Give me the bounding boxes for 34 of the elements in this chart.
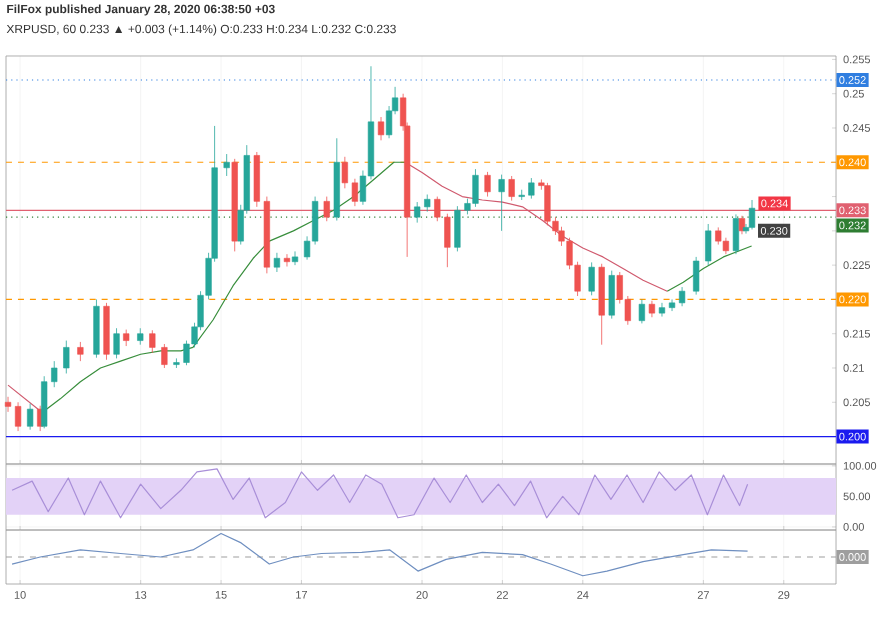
candlestick bbox=[484, 171, 491, 197]
candlestick bbox=[668, 299, 676, 312]
candlestick bbox=[223, 153, 230, 177]
candlestick bbox=[658, 302, 666, 317]
candlestick bbox=[598, 263, 605, 346]
candlestick bbox=[377, 116, 385, 141]
line-series bbox=[11, 468, 749, 519]
candlestick bbox=[291, 251, 299, 266]
candlestick bbox=[732, 213, 740, 255]
candlestick bbox=[323, 196, 330, 222]
candlestick bbox=[678, 286, 686, 307]
candlestick bbox=[63, 340, 70, 374]
candlestick bbox=[748, 199, 756, 230]
candlestick bbox=[705, 223, 712, 266]
candlestick bbox=[498, 174, 505, 232]
candlestick bbox=[161, 343, 168, 369]
candlestick bbox=[273, 252, 281, 273]
candlestick bbox=[588, 261, 595, 296]
candlestick bbox=[608, 270, 615, 320]
candlestick bbox=[27, 403, 34, 431]
candlestick bbox=[544, 182, 551, 226]
candlestick bbox=[103, 302, 110, 361]
candlestick bbox=[14, 401, 22, 432]
candlestick bbox=[283, 253, 291, 267]
candlestick bbox=[113, 327, 120, 359]
candlestick bbox=[4, 396, 12, 413]
candlestick bbox=[508, 175, 515, 202]
candlestick bbox=[693, 256, 700, 296]
candlestick bbox=[149, 329, 156, 354]
candlestick bbox=[648, 300, 656, 318]
candlestick bbox=[472, 168, 479, 208]
candlestick bbox=[638, 299, 645, 324]
candlestick bbox=[93, 299, 100, 359]
candlestick bbox=[77, 341, 84, 362]
